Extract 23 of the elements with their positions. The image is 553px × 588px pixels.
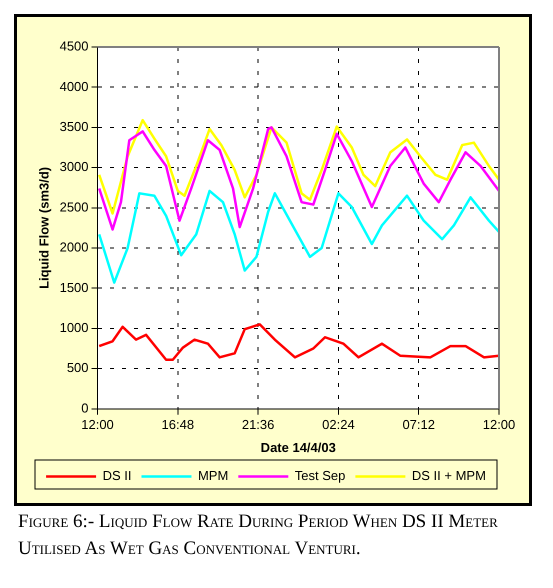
- legend-label: Test Sep: [294, 468, 346, 484]
- y-tick-label: 1000: [60, 320, 89, 335]
- y-tick-label: 3000: [60, 159, 89, 174]
- x-tick-label: 07:12: [402, 417, 435, 432]
- x-axis-title: Date 14/4/03: [260, 440, 336, 455]
- y-tick-label: 500: [66, 360, 89, 376]
- caption: Figure 6:- Liquid Flow Rate During Period When DS II Meter Utilised As Wet Gas Conventional Venturi.: [18, 510, 499, 561]
- x-tick-label: 16:48: [162, 417, 194, 432]
- x-tick-label: 12:00: [482, 417, 516, 432]
- x-tick-label: 02:24: [322, 417, 355, 432]
- x-tick-label: 12:00: [81, 417, 114, 432]
- y-axis-title: Liquid Flow (sm3/d): [36, 166, 52, 289]
- y-tick-label: 0: [81, 400, 89, 416]
- x-tick-label: 21:36: [242, 417, 274, 432]
- y-tick-label: 4500: [60, 38, 89, 54]
- y-tick-label: 2500: [60, 199, 89, 214]
- y-tick-label: 3500: [60, 118, 89, 134]
- legend-label: MPM: [198, 468, 228, 484]
- legend-label: DS II: [102, 468, 132, 484]
- y-tick-label: 2000: [60, 240, 89, 255]
- y-tick-label: 4000: [60, 78, 89, 94]
- legend-label: DS II + MPM: [412, 468, 486, 484]
- y-tick-label: 1500: [60, 280, 89, 295]
